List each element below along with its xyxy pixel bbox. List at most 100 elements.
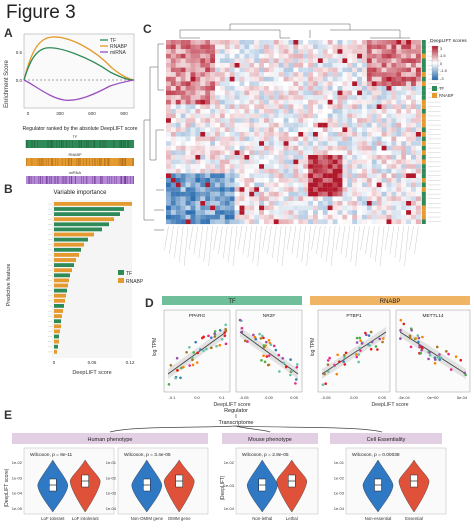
scatter-point (188, 345, 191, 349)
scatter-point (262, 354, 265, 357)
scatter-point (169, 363, 173, 367)
scatter-point (420, 348, 423, 352)
scatter-point (326, 370, 330, 373)
scatter-point (260, 359, 263, 362)
scatter-point (417, 340, 420, 344)
mirna-curve (23, 79, 135, 101)
scatter-point (254, 337, 258, 341)
panel-a-ytick: 0.5 (16, 50, 23, 55)
violin-stat: Wilcoxon, p = 8e-11 (30, 452, 73, 458)
bar (54, 304, 64, 308)
scatter-point (277, 353, 281, 357)
bar (54, 242, 84, 247)
scatter-point (265, 355, 269, 358)
scatter-point (192, 351, 196, 354)
scatter-point (195, 361, 199, 364)
scatter-point (201, 336, 204, 340)
scatter-point (220, 337, 224, 341)
scatter-point (459, 358, 463, 362)
legend-tick: 3 (440, 46, 443, 51)
scatter-point (408, 336, 412, 340)
scatter-point (246, 340, 249, 343)
scatter-point (290, 369, 293, 373)
panel-a-plot: Enrichment Score 0.5 0.0 0 300 600 900 T… (4, 33, 138, 184)
scatter-point (213, 330, 217, 333)
bar (54, 207, 124, 211)
bar (54, 314, 62, 318)
violin-ytick: 1e-04 (106, 506, 117, 511)
scatter-point (343, 356, 346, 359)
scatter-point (370, 340, 374, 344)
scatter-xtick: -5e-04 (398, 395, 410, 400)
scatter-point (194, 340, 197, 344)
violin-ytick: 1e-02 (224, 460, 235, 465)
violin-panel (345, 447, 447, 515)
panel-a-ytick: 0.0 (16, 78, 23, 83)
scatter-point (278, 370, 281, 373)
legend-rnabp: RNABP (110, 44, 128, 50)
tf-curve (23, 47, 135, 81)
violin-group-label: Non-lethal (252, 516, 272, 521)
scatter-point (238, 318, 242, 322)
scatter-point (262, 336, 265, 340)
heatmap-legend-rnabp: RNABP (439, 93, 454, 98)
panel-d-xlabel-right: DeepLIFT score (371, 402, 408, 408)
scatter-point (294, 382, 297, 385)
panel-a-rank-title: Regulator ranked by the absolute DeepLIF… (23, 126, 138, 132)
violin-ytick: 1e-04 (224, 506, 235, 511)
svg-text:log TPM: log TPM (152, 338, 158, 357)
scatter-point (357, 353, 361, 356)
violin-ytick: 1e-01 (106, 460, 117, 465)
category-mouse: Mouse phenotype (248, 437, 292, 443)
scatter-point (433, 358, 437, 361)
top-dendrogram (179, 23, 410, 39)
bar (54, 288, 67, 293)
violin-ytick: 1e-02 (106, 475, 117, 480)
scatter-xtick: 0.00 (350, 395, 359, 400)
scatter-point (355, 336, 359, 340)
scatter-point (224, 328, 228, 331)
scatter-point (436, 356, 440, 359)
scatter-point (266, 363, 270, 367)
bar (54, 247, 81, 252)
scatter-point (253, 335, 257, 339)
bar (54, 309, 63, 313)
panel-a-xtick: 0 (27, 111, 30, 116)
bar (54, 283, 68, 288)
scatter-xtick: 0.00 (265, 395, 274, 400)
scatter-point (378, 337, 381, 341)
scatter-xtick: 0.1 (219, 395, 225, 400)
scatter-point (213, 335, 217, 338)
scatter-point (295, 365, 299, 369)
violin-ytick: 1e-02 (334, 475, 345, 480)
panel-a-label: A (4, 26, 13, 40)
panel-b-ylabel: Predictive feature (6, 264, 12, 307)
panel-c-label: C (143, 22, 152, 36)
scatter-point (263, 360, 267, 364)
scatter-point (202, 349, 205, 352)
scatter-title: NR2F (263, 313, 276, 319)
scatter-point (240, 330, 244, 334)
panel-b-title: Variable importance (54, 190, 108, 196)
violin-ytick: 1e-04 (334, 506, 345, 511)
violin-ytick: 1e-03 (12, 475, 23, 480)
scatter-point (223, 334, 227, 337)
panel-b-label: B (4, 182, 13, 196)
scatter-title: PTBP1 (346, 313, 362, 319)
scatter-point (367, 334, 371, 337)
panel-d-ylabel: log TPM (152, 338, 158, 357)
violin-group-label: OMIM gene (168, 516, 191, 521)
scatter-point (262, 344, 266, 347)
scatter-point (419, 351, 423, 355)
scatter-point (449, 368, 453, 371)
scatter-point (369, 347, 373, 351)
heatmap-legend-tf: TF (439, 86, 445, 91)
panel-a-ylabel: Enrichment Score (4, 59, 10, 107)
left-dendrogram (143, 43, 164, 231)
scatter-point (433, 361, 437, 365)
panel-e-ylabel-2: |DeepLIFT| (220, 476, 226, 501)
heatmap-legend-title: DeepLIFT scores (430, 38, 467, 44)
scatter-point (224, 323, 227, 327)
bar (54, 258, 76, 262)
panel-c-heatmap: DeepLIFT scores 3 1.5 0 -1.5 -3 TF RNABP (143, 23, 467, 267)
